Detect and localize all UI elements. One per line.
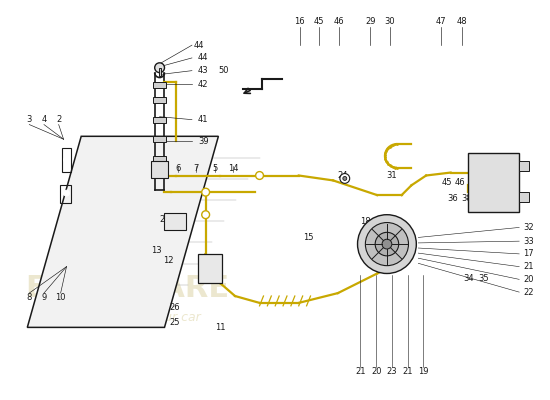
Text: 45: 45: [314, 17, 324, 26]
Text: 34: 34: [463, 274, 474, 283]
Circle shape: [202, 211, 210, 219]
Text: 1: 1: [162, 164, 167, 173]
Text: 35: 35: [478, 274, 490, 283]
Text: 21: 21: [355, 367, 366, 376]
Text: 33: 33: [523, 237, 534, 246]
Text: 36: 36: [447, 194, 458, 202]
Text: 13: 13: [151, 246, 162, 256]
Circle shape: [365, 222, 409, 266]
Text: 50: 50: [218, 66, 229, 75]
Text: 29: 29: [365, 17, 376, 26]
Text: 14: 14: [228, 164, 238, 173]
Text: 11: 11: [215, 323, 226, 332]
Text: 15: 15: [303, 233, 314, 242]
FancyBboxPatch shape: [468, 153, 519, 212]
Text: 32: 32: [523, 223, 534, 232]
Circle shape: [202, 188, 210, 196]
FancyBboxPatch shape: [164, 213, 186, 230]
Bar: [153, 82, 167, 88]
Text: 44: 44: [198, 54, 208, 62]
Text: 42: 42: [198, 80, 208, 89]
Text: 37: 37: [475, 194, 486, 202]
Bar: [153, 156, 167, 162]
Circle shape: [340, 174, 350, 183]
Circle shape: [256, 172, 263, 180]
Text: 12: 12: [163, 256, 174, 265]
Bar: [158, 68, 161, 76]
Text: 8: 8: [26, 294, 32, 302]
Text: 30: 30: [384, 17, 395, 26]
Text: 47: 47: [436, 17, 446, 26]
Text: a part of your car: a part of your car: [92, 311, 201, 324]
Bar: [151, 161, 168, 178]
Bar: [153, 136, 167, 142]
Text: 46: 46: [455, 178, 466, 187]
Text: 41: 41: [198, 115, 208, 124]
Text: 6: 6: [175, 164, 181, 173]
Circle shape: [358, 215, 416, 274]
Polygon shape: [28, 136, 218, 327]
Text: 39: 39: [198, 137, 208, 146]
Text: 2: 2: [56, 115, 61, 124]
Text: 24: 24: [338, 171, 348, 180]
Bar: [519, 161, 529, 171]
Text: 44: 44: [194, 41, 205, 50]
Text: 43: 43: [198, 66, 208, 75]
Circle shape: [343, 176, 346, 180]
Circle shape: [382, 239, 392, 249]
Text: 26: 26: [486, 178, 497, 187]
Text: 31: 31: [387, 171, 397, 180]
Text: 7: 7: [193, 164, 199, 173]
Text: 48: 48: [457, 17, 467, 26]
Text: 25: 25: [169, 318, 179, 327]
Text: 23: 23: [387, 367, 397, 376]
Text: 20: 20: [523, 275, 534, 284]
Text: 21: 21: [523, 262, 534, 271]
Text: 17: 17: [523, 249, 534, 258]
Text: 5: 5: [213, 164, 218, 173]
Text: 10: 10: [56, 294, 66, 302]
Text: 45: 45: [442, 178, 452, 187]
Text: 21: 21: [402, 367, 412, 376]
Circle shape: [155, 63, 164, 73]
Text: 28: 28: [173, 215, 184, 224]
Bar: [153, 117, 167, 122]
FancyBboxPatch shape: [198, 254, 222, 283]
Text: 3: 3: [26, 115, 32, 124]
Text: 4: 4: [41, 115, 47, 124]
Text: 18: 18: [360, 217, 371, 226]
Text: 9: 9: [41, 294, 47, 302]
Circle shape: [375, 232, 399, 256]
Text: 16: 16: [294, 17, 305, 26]
Text: 38: 38: [461, 194, 472, 202]
Bar: [519, 192, 529, 202]
Text: 26: 26: [169, 303, 180, 312]
Text: 20: 20: [371, 367, 381, 376]
Text: 27: 27: [159, 215, 170, 224]
Text: 22: 22: [523, 288, 534, 297]
Text: 46: 46: [334, 17, 344, 26]
Text: 49: 49: [502, 178, 513, 187]
Circle shape: [64, 190, 69, 196]
Circle shape: [64, 157, 69, 163]
Text: 25: 25: [471, 178, 481, 187]
Bar: [153, 97, 167, 103]
Text: EUROSPARE: EUROSPARE: [25, 274, 229, 303]
Text: 19: 19: [418, 367, 428, 376]
